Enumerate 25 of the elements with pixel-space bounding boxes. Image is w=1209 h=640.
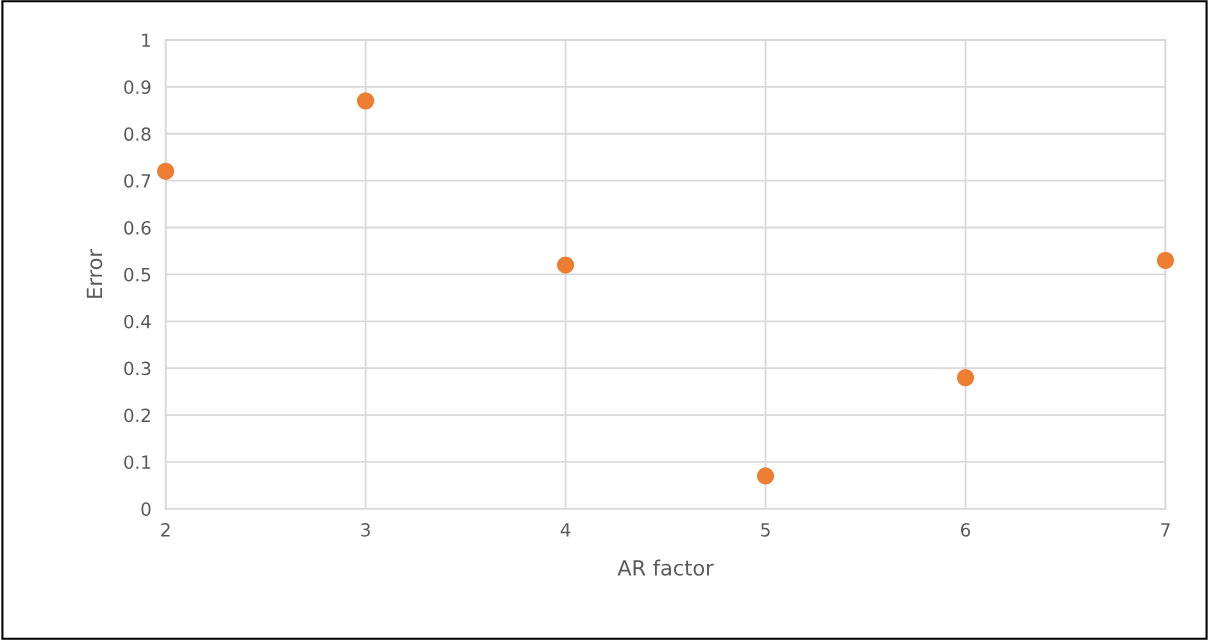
y-tick-label: 0 [141,502,151,516]
point [1156,251,1175,269]
y-tick-label: 1 [142,33,151,47]
point [756,467,775,485]
x-tick-label: 6 [961,523,971,537]
y-tick-label: 0.9 [124,80,151,94]
x-tick-label: 4 [560,523,571,537]
x-tick-label: 7 [1161,523,1170,537]
y-axis-title: Error [86,249,103,298]
x-tick-label: 2 [161,523,170,537]
y-tick-label: 0.7 [124,174,151,188]
y-tick-label: 0.6 [124,220,151,235]
x-tick-label: 3 [361,523,370,537]
y-tick-label: 0.8 [124,127,151,141]
x-tick-label: 5 [761,523,770,537]
x-axis-title: AR factor [617,559,714,576]
point [956,368,975,387]
point [356,92,375,110]
y-tick-label: 0.2 [124,408,150,423]
point [556,256,575,274]
y-tick-label: 0.4 [124,314,151,329]
y-tick-label: 0.1 [124,455,151,470]
y-tick-label: 0.5 [124,267,151,282]
point [157,162,175,180]
y-tick-label: 0.3 [124,361,151,376]
